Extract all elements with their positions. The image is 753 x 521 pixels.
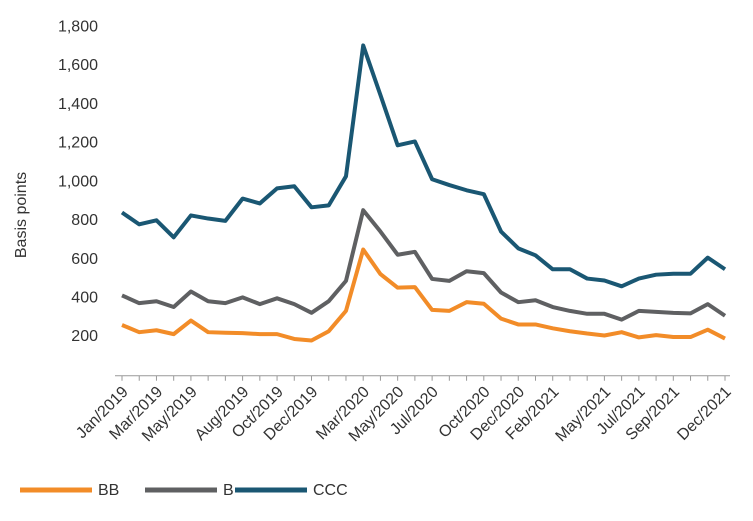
y-tick-label: 200 — [71, 328, 98, 345]
series-line — [121, 208, 727, 322]
legend-label: BB — [98, 482, 119, 499]
y-tick-label: 600 — [71, 251, 98, 268]
y-tick-label: 800 — [71, 212, 98, 229]
y-tick-label: 1,400 — [58, 96, 98, 113]
series-line — [120, 43, 727, 289]
y-tick-label: 1,200 — [58, 135, 98, 152]
legend-label: CCC — [313, 482, 348, 499]
y-axis-label: Basis points — [13, 172, 30, 258]
legend-label: B — [223, 482, 234, 499]
x-tick-label: Dec/2021 — [674, 383, 735, 444]
y-tick-label: 400 — [71, 290, 98, 307]
series-line — [121, 247, 726, 343]
y-tick-label: 1,600 — [58, 57, 98, 74]
y-tick-label: 1,800 — [58, 18, 98, 35]
y-tick-label: 1,000 — [58, 173, 98, 190]
